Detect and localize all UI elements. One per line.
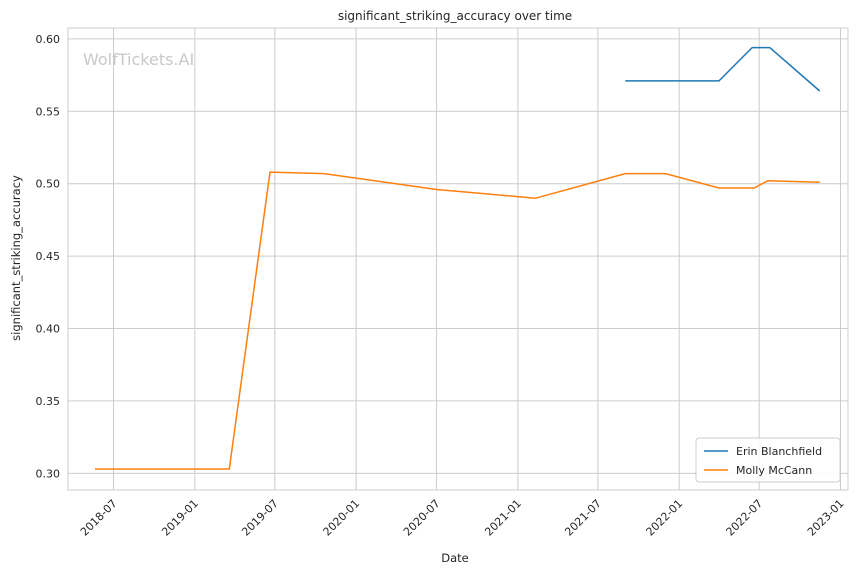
y-axis-label: significant_striking_accuracy xyxy=(9,175,23,341)
y-tick-label: 0.45 xyxy=(36,250,61,263)
watermark: WolfTickets.AI xyxy=(83,50,194,69)
grid xyxy=(68,28,848,490)
series-lines xyxy=(95,46,821,470)
y-tick-label: 0.50 xyxy=(36,178,61,191)
x-tick-label: 2023-01 xyxy=(805,497,847,539)
series-line-1 xyxy=(625,46,821,92)
y-tick-label: 0.55 xyxy=(36,105,61,118)
y-tick-label: 0.30 xyxy=(36,467,61,480)
x-tick-label: 2020-07 xyxy=(401,497,443,539)
x-tick-label: 2021-07 xyxy=(562,497,604,539)
legend: Erin Blanchfield Molly McCann xyxy=(695,437,841,483)
legend-box xyxy=(695,437,841,483)
series-line-2 xyxy=(95,171,820,470)
x-tick-label: 2019-07 xyxy=(239,497,281,539)
y-tick-label: 0.60 xyxy=(36,33,61,46)
legend-label: Erin Blanchfield xyxy=(736,445,822,458)
y-tick-label: 0.35 xyxy=(36,395,61,408)
x-tick-label: 2020-01 xyxy=(321,497,363,539)
plot-frame xyxy=(67,27,849,491)
x-tick-label: 2019-01 xyxy=(159,497,201,539)
x-tick-labels: 2018-07 2019-01 2019-07 2020-01 2020-07 2021-… xyxy=(78,497,847,539)
x-tick-label: 2021-01 xyxy=(482,497,524,539)
y-tick-labels: 0.30 0.35 0.40 0.45 0.50 0.55 0.60 xyxy=(36,33,61,480)
x-tick-label: 2018-07 xyxy=(78,497,120,539)
x-axis-label: Date xyxy=(441,551,469,565)
x-tick-label: 2022-01 xyxy=(644,497,686,539)
legend-label: Molly McCann xyxy=(736,464,812,477)
x-tick-label: 2022-07 xyxy=(724,497,766,539)
y-tick-label: 0.40 xyxy=(36,323,61,336)
chart-title: significant_striking_accuracy over time xyxy=(338,9,572,23)
